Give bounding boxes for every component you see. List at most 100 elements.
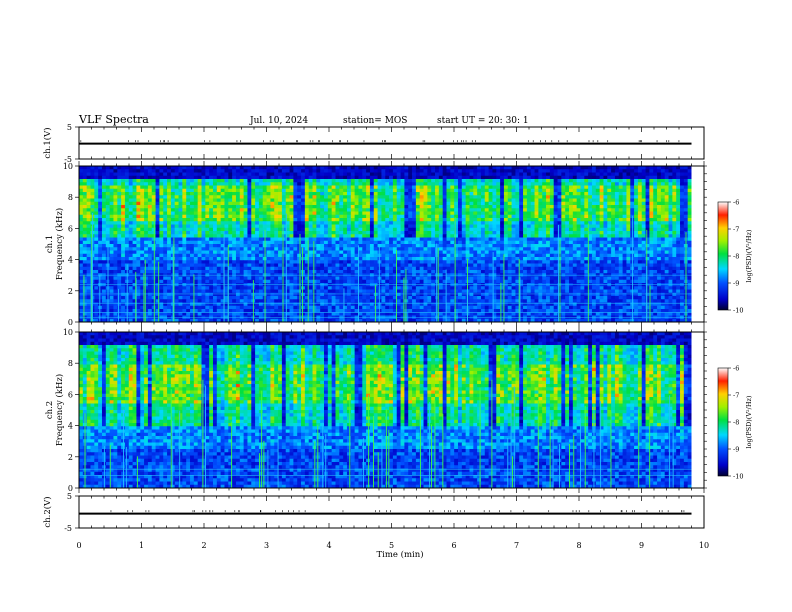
- spectrogram-cell: [270, 224, 275, 229]
- spectrogram-cell: [473, 227, 478, 232]
- spectrogram-cell: [320, 169, 325, 173]
- spectrogram-cell: [205, 250, 210, 255]
- spectrogram-cell: [569, 227, 574, 232]
- spectrogram-cell: [473, 231, 478, 235]
- spectrogram-cell: [660, 244, 666, 248]
- spectrogram-cell: [526, 227, 532, 232]
- spectrogram-cell: [683, 192, 689, 196]
- spectrogram-cell: [477, 211, 482, 216]
- spectrogram-cell: [335, 201, 340, 206]
- spectrogram-cell: [308, 218, 313, 222]
- spectrogram-cell: [503, 185, 509, 190]
- spectrogram-cell: [480, 240, 486, 245]
- spectrogram-cell: [320, 224, 325, 229]
- spectrogram-cell: [649, 188, 654, 193]
- spectrogram-cell: [109, 182, 114, 186]
- spectrogram-cell: [396, 244, 401, 248]
- spectrogram-cell: [331, 192, 336, 196]
- spectrogram-cell: [147, 182, 153, 186]
- spectrogram-cell: [197, 247, 202, 251]
- spectrogram-cell: [155, 175, 160, 180]
- spectrogram-cell: [216, 231, 222, 235]
- spectrogram-cell: [201, 182, 206, 186]
- spectrogram-cell: [170, 237, 176, 242]
- spectrogram-cell: [385, 166, 390, 170]
- spectrogram-cell: [591, 185, 597, 190]
- spectrogram-cell: [435, 250, 440, 255]
- spectrogram-cell: [235, 253, 241, 258]
- spectrogram-cell: [614, 253, 620, 258]
- spectrogram-cell: [174, 205, 179, 209]
- spectrogram-cell: [438, 218, 444, 222]
- spectrogram-cell: [98, 218, 103, 222]
- spectrogram-cell: [496, 214, 501, 219]
- spectrogram-cell: [618, 237, 623, 242]
- spectrogram-cell: [186, 185, 191, 190]
- spectrogram-cell: [381, 247, 386, 251]
- spectrogram-cell: [580, 185, 585, 190]
- spectrogram-cell: [680, 179, 685, 183]
- spectrogram-cell: [343, 175, 348, 180]
- spectrogram-cell: [209, 244, 214, 248]
- spectrogram-cell: [220, 231, 225, 235]
- spectrogram-cell: [163, 188, 168, 193]
- spectrogram-cell: [538, 172, 543, 177]
- spectrogram-cell: [588, 175, 593, 180]
- spectrogram-cell: [212, 172, 218, 177]
- spectrogram-cell: [324, 172, 329, 177]
- spectrogram-cell: [101, 253, 107, 258]
- spectrogram-cell: [400, 192, 405, 196]
- spectrogram-cell: [584, 175, 589, 180]
- spectrogram-cell: [98, 234, 103, 238]
- spectrogram-cell: [281, 182, 287, 186]
- spectrogram-cell: [98, 221, 103, 225]
- spectrogram-cell: [546, 205, 551, 209]
- spectrogram-cell: [438, 188, 444, 193]
- spectrogram-cell: [121, 218, 126, 222]
- spectrogram-cell: [454, 198, 459, 203]
- spectrogram-cell: [599, 237, 604, 242]
- spectrogram-cell: [641, 231, 646, 235]
- spectrogram-cell: [595, 250, 601, 255]
- spectrogram-cell: [607, 208, 612, 212]
- spectrogram-cell: [626, 169, 631, 173]
- spectrogram-cell: [668, 182, 673, 186]
- spectrogram-cell: [584, 227, 589, 232]
- spectrogram-cell: [427, 169, 432, 173]
- spectrogram-cell: [224, 166, 229, 170]
- spectrogram-cell: [680, 205, 685, 209]
- spectrogram-cell: [392, 240, 398, 245]
- spectrogram-cell: [412, 205, 417, 209]
- spectrogram-cell: [216, 257, 222, 261]
- spectrogram-cell: [301, 247, 306, 251]
- spectrogram-cell: [649, 201, 654, 206]
- spectrogram-cell: [266, 188, 271, 193]
- spectrogram-cell: [400, 240, 405, 245]
- spectrogram-cell: [170, 205, 176, 209]
- spectrogram-cell: [469, 260, 474, 264]
- spectrogram-cell: [611, 188, 616, 193]
- spectrogram-cell: [396, 227, 401, 232]
- spectrogram-cell: [446, 253, 451, 258]
- spectrogram-cell: [392, 208, 398, 212]
- spectrogram-cell: [316, 244, 321, 248]
- spectrogram-cell: [124, 188, 130, 193]
- spectrogram-cell: [404, 182, 409, 186]
- spectrogram-cell: [255, 205, 260, 209]
- spectrogram-cell: [660, 188, 666, 193]
- spectrogram-cell: [94, 221, 99, 225]
- spectrogram-cell: [457, 221, 463, 225]
- spectrogram-cell: [124, 208, 130, 212]
- spectrogram-cell: [358, 201, 363, 206]
- spectrogram-cell: [503, 221, 509, 225]
- spectrogram-cell: [672, 244, 677, 248]
- spectrogram-cell: [201, 253, 206, 258]
- spectrogram-cell: [396, 192, 401, 196]
- spectrogram-cell: [683, 198, 689, 203]
- spectrogram-cell: [274, 218, 279, 222]
- spectrogram-cell: [553, 237, 558, 242]
- spectrogram-cell: [182, 260, 187, 264]
- spectrogram-cell: [496, 175, 501, 180]
- spectrogram-cell: [308, 234, 313, 238]
- spectrogram-cell: [346, 192, 352, 196]
